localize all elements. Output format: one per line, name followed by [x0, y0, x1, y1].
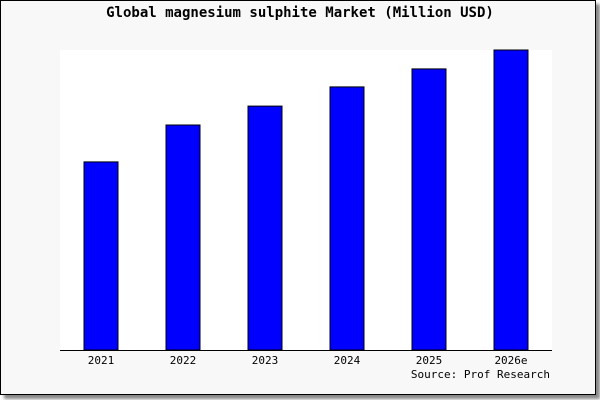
- bar-2022: [165, 124, 201, 351]
- chart-title: Global magnesium sulphite Market (Millio…: [106, 5, 494, 21]
- bar-2023: [247, 105, 283, 351]
- bar-2026e: [493, 49, 529, 351]
- plot-area: [60, 50, 552, 350]
- bar-2025: [411, 68, 447, 351]
- source-note: Source: Prof Research: [410, 368, 550, 381]
- x-tick-label: 2021: [88, 354, 115, 367]
- bar-2024: [329, 86, 365, 351]
- bar-2021: [83, 161, 119, 351]
- x-tick-label: 2025: [416, 354, 443, 367]
- x-tick-label: 2026e: [494, 354, 527, 367]
- x-tick-label: 2022: [170, 354, 197, 367]
- x-tick-label: 2023: [252, 354, 279, 367]
- x-tick-label: 2024: [334, 354, 361, 367]
